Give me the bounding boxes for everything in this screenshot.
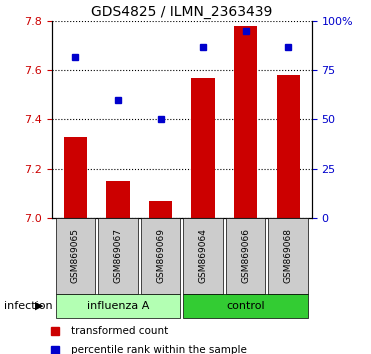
FancyBboxPatch shape (98, 218, 138, 294)
Bar (276, 75, 300, 218)
FancyBboxPatch shape (269, 218, 308, 294)
Text: GSM869064: GSM869064 (198, 228, 208, 283)
Text: influenza A: influenza A (87, 301, 149, 311)
FancyBboxPatch shape (56, 294, 180, 318)
FancyBboxPatch shape (141, 218, 180, 294)
Text: GSM869065: GSM869065 (71, 228, 80, 283)
Title: GDS4825 / ILMN_2363439: GDS4825 / ILMN_2363439 (91, 5, 272, 19)
FancyBboxPatch shape (226, 218, 265, 294)
Bar (149, 200, 172, 218)
Bar (64, 137, 87, 218)
FancyBboxPatch shape (183, 218, 223, 294)
Text: percentile rank within the sample: percentile rank within the sample (71, 345, 247, 354)
Text: transformed count: transformed count (71, 326, 168, 336)
Bar (106, 181, 129, 218)
Text: GSM869066: GSM869066 (241, 228, 250, 283)
Text: control: control (226, 301, 265, 311)
Text: ▶: ▶ (35, 301, 44, 311)
Bar (191, 78, 215, 218)
Text: GSM869068: GSM869068 (284, 228, 293, 283)
Bar (234, 26, 257, 218)
FancyBboxPatch shape (56, 218, 95, 294)
Text: GSM869069: GSM869069 (156, 228, 165, 283)
FancyBboxPatch shape (183, 294, 308, 318)
Text: infection: infection (4, 301, 52, 311)
Text: GSM869067: GSM869067 (114, 228, 122, 283)
